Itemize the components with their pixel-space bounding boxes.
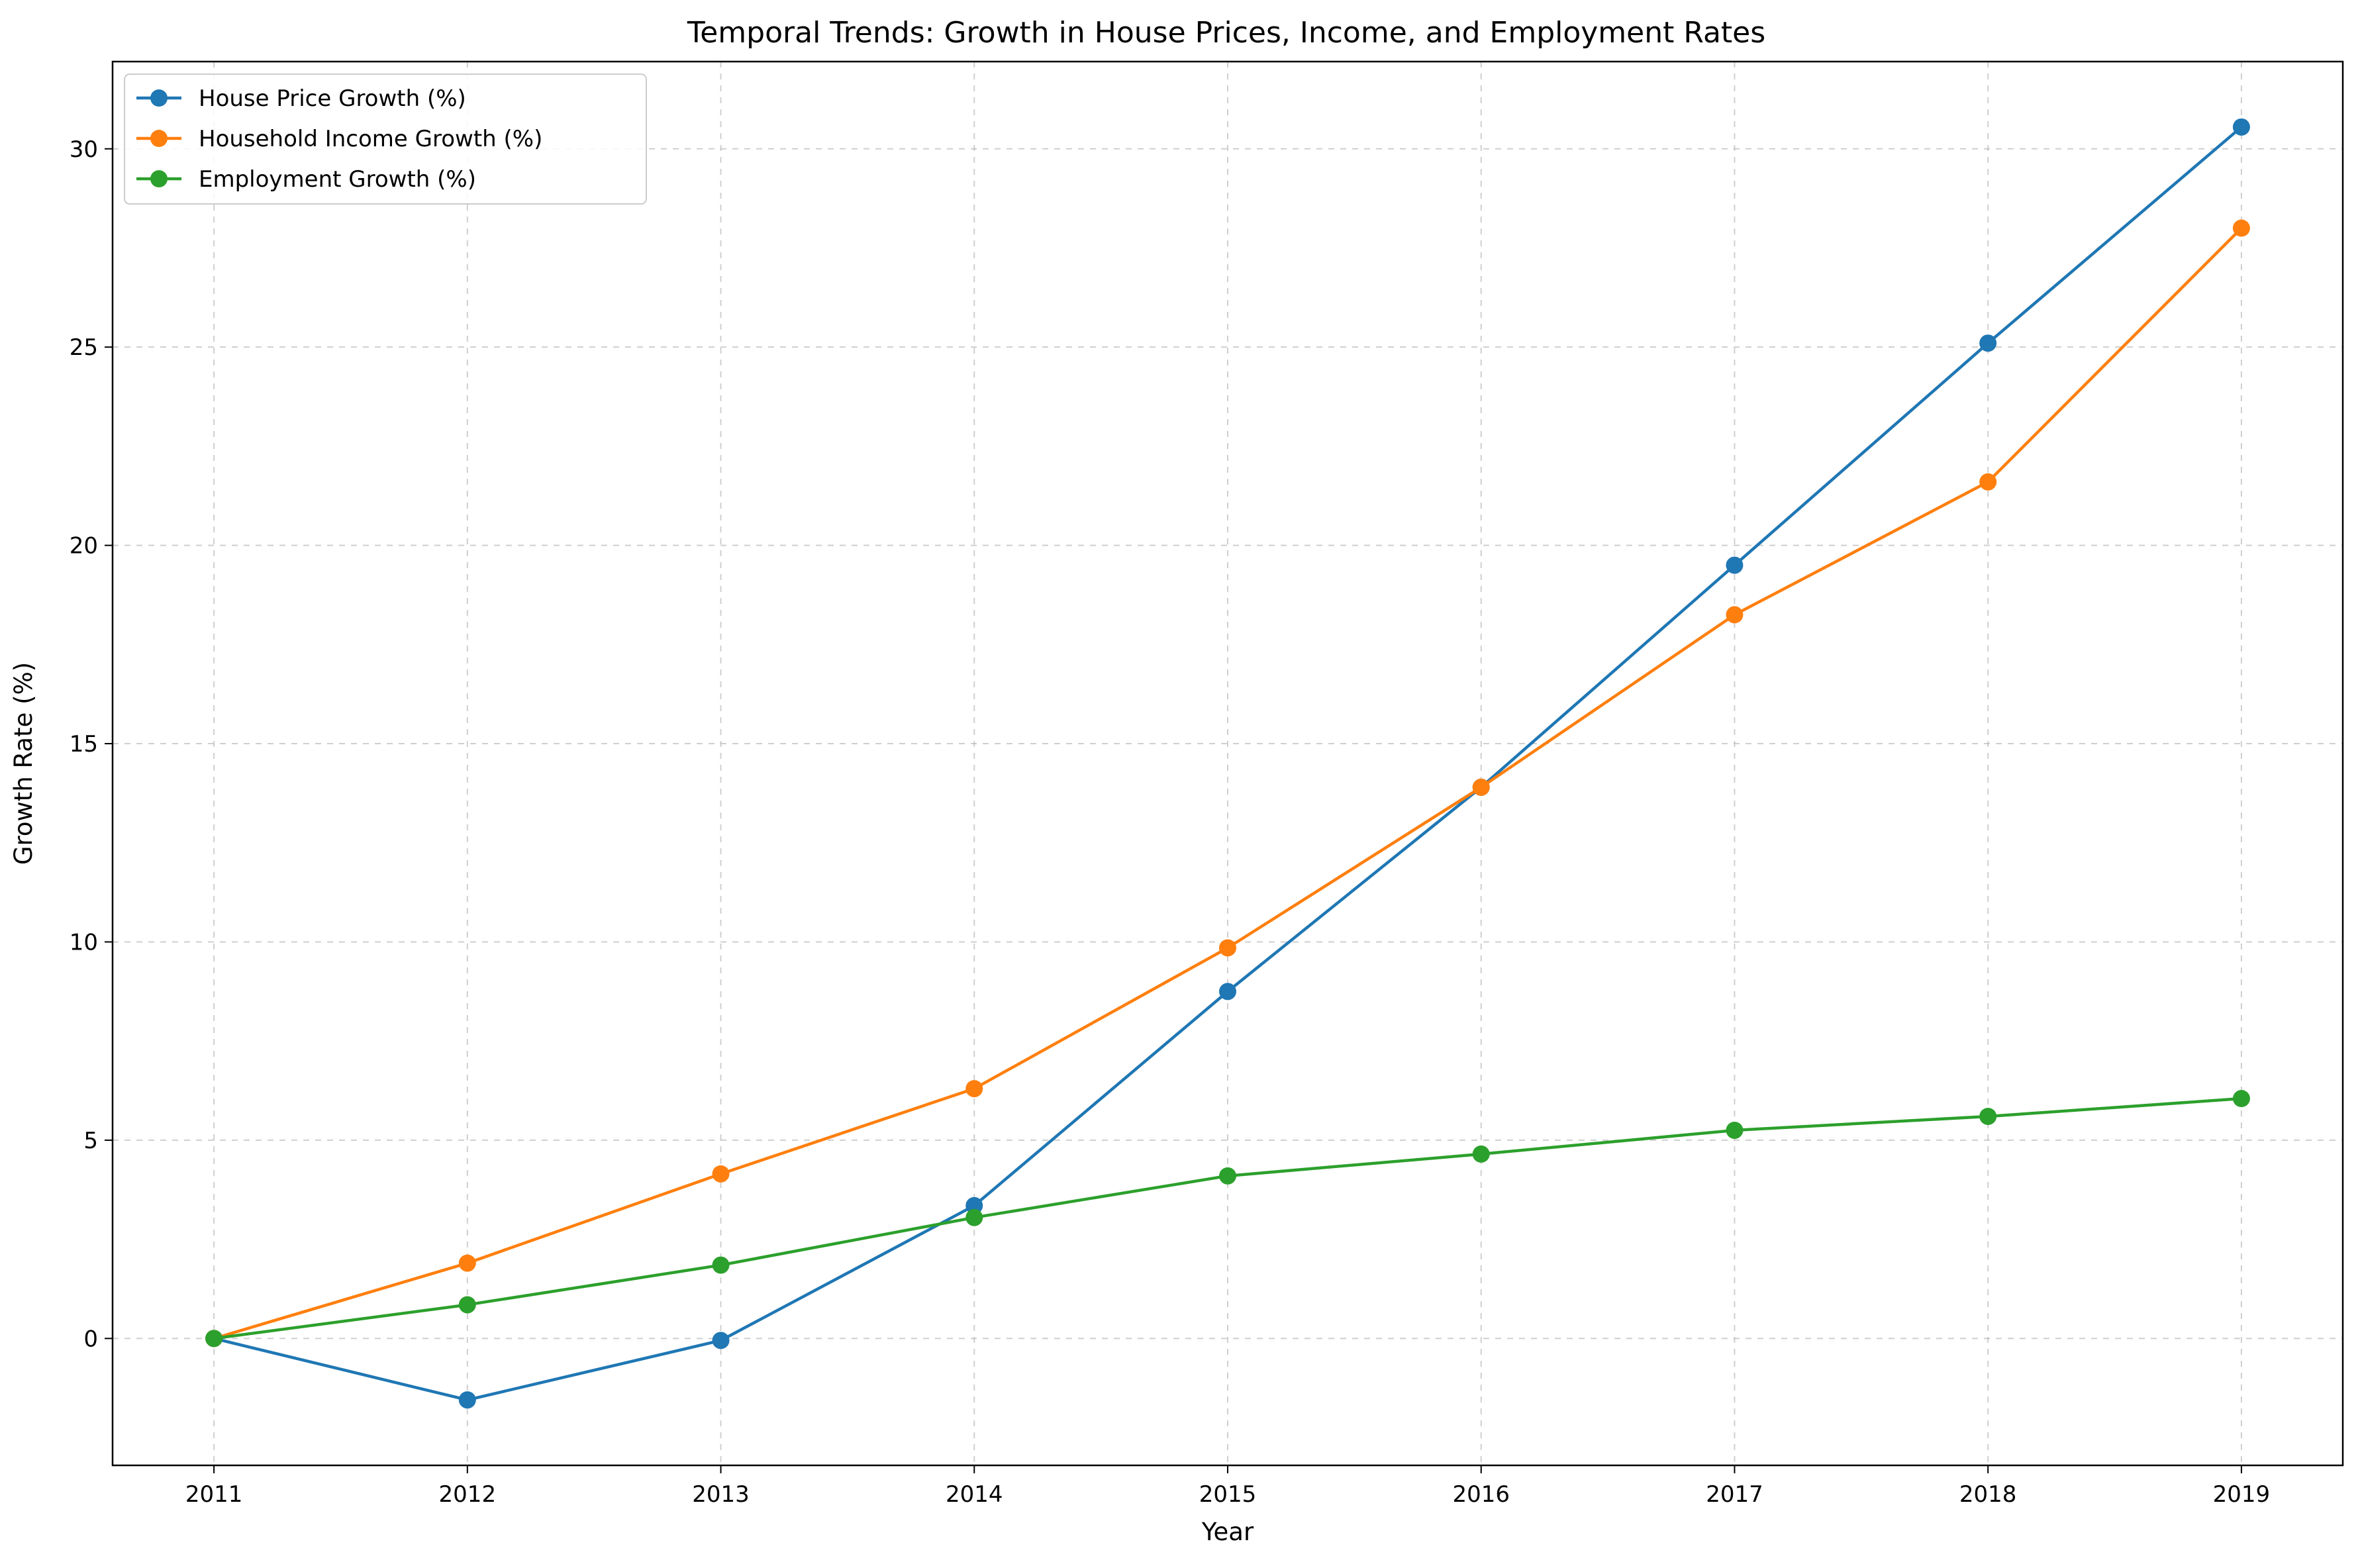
data-point xyxy=(1219,983,1236,1001)
x-axis-label: Year xyxy=(1201,1518,1254,1546)
x-tick-label: 2016 xyxy=(1452,1481,1510,1508)
x-tick-label: 2015 xyxy=(1199,1481,1257,1508)
chart-title: Temporal Trends: Growth in House Prices,… xyxy=(687,16,1765,50)
legend: House Price Growth (%) Household Income G… xyxy=(124,74,647,205)
data-point xyxy=(458,1391,476,1409)
y-axis-label: Growth Rate (%) xyxy=(9,662,38,865)
data-point xyxy=(965,1208,983,1226)
y-tick-label: 25 xyxy=(70,334,98,361)
x-tick-label: 2018 xyxy=(1959,1481,2017,1508)
data-point xyxy=(458,1296,476,1314)
x-tick-label: 2013 xyxy=(692,1481,750,1508)
data-point xyxy=(1472,1145,1490,1163)
series-group xyxy=(205,118,2250,1409)
legend-item: Employment Growth (%) xyxy=(136,166,476,193)
legend-swatch-marker xyxy=(150,130,168,147)
y-tick-label: 30 xyxy=(70,136,98,163)
data-point xyxy=(2232,219,2250,237)
legend-item: Household Income Growth (%) xyxy=(136,126,542,152)
y-axis-ticks: 0 5 10 15 20 25 30 xyxy=(70,136,113,1352)
y-tick-label: 10 xyxy=(70,929,98,956)
legend-label: Employment Growth (%) xyxy=(199,166,476,193)
x-tick-label: 2014 xyxy=(946,1481,1003,1508)
data-point xyxy=(2232,118,2250,136)
data-point xyxy=(1219,1167,1236,1185)
data-point xyxy=(1979,334,1997,352)
data-point xyxy=(1979,1107,1997,1125)
legend-label: Household Income Growth (%) xyxy=(199,126,542,152)
data-point xyxy=(965,1197,983,1214)
x-tick-label: 2012 xyxy=(439,1481,497,1508)
x-axis-ticks: 2011 2012 2013 2014 2015 2016 2017 2018 2019 xyxy=(185,1465,2270,1508)
series-1 xyxy=(205,118,2250,1409)
data-point xyxy=(712,1256,730,1274)
series-3 xyxy=(205,1090,2250,1348)
legend-item: House Price Growth (%) xyxy=(136,85,466,112)
y-tick-label: 15 xyxy=(70,731,98,758)
data-point xyxy=(2232,1090,2250,1108)
y-tick-label: 0 xyxy=(83,1326,98,1352)
grid-lines xyxy=(113,62,2343,1465)
data-point xyxy=(712,1165,730,1183)
x-tick-label: 2019 xyxy=(2213,1481,2271,1508)
data-point xyxy=(712,1332,730,1349)
data-point xyxy=(1726,556,1744,574)
data-point xyxy=(205,1330,223,1348)
y-tick-label: 5 xyxy=(83,1128,98,1154)
y-tick-label: 20 xyxy=(70,533,98,560)
data-point xyxy=(1726,606,1744,624)
x-tick-label: 2011 xyxy=(185,1481,243,1508)
legend-box xyxy=(124,74,647,205)
data-point xyxy=(1979,473,1997,491)
data-point xyxy=(1472,778,1490,796)
x-tick-label: 2017 xyxy=(1706,1481,1763,1508)
legend-swatch-marker xyxy=(150,170,168,187)
data-point xyxy=(965,1080,983,1098)
data-point xyxy=(1219,939,1236,957)
data-point xyxy=(1726,1121,1744,1139)
legend-swatch-marker xyxy=(150,89,168,107)
data-point xyxy=(458,1254,476,1272)
legend-label: House Price Growth (%) xyxy=(199,85,466,112)
